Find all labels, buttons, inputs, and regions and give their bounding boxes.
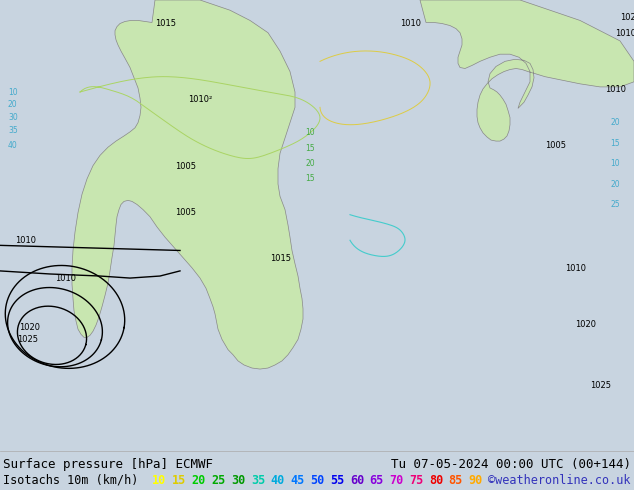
- Text: 15: 15: [305, 174, 315, 183]
- Text: 85: 85: [449, 474, 463, 487]
- Text: Isotachs 10m (km/h): Isotachs 10m (km/h): [3, 474, 146, 487]
- Text: 1010: 1010: [15, 236, 36, 245]
- Text: 20: 20: [8, 100, 18, 109]
- Text: 1025: 1025: [620, 13, 634, 23]
- Text: 60: 60: [350, 474, 364, 487]
- Text: 15: 15: [305, 144, 315, 153]
- Text: 1020: 1020: [575, 320, 596, 329]
- Text: 15: 15: [172, 474, 186, 487]
- Text: 1015: 1015: [155, 19, 176, 27]
- Text: 20: 20: [611, 118, 620, 127]
- Polygon shape: [72, 0, 303, 369]
- Text: 35: 35: [251, 474, 265, 487]
- Text: 75: 75: [409, 474, 424, 487]
- Text: 35: 35: [8, 126, 18, 135]
- Text: 1010: 1010: [400, 19, 421, 27]
- Text: 10: 10: [152, 474, 166, 487]
- Text: 1005: 1005: [175, 162, 196, 171]
- Text: 65: 65: [370, 474, 384, 487]
- Text: 1025: 1025: [18, 335, 39, 344]
- Text: 50: 50: [310, 474, 325, 487]
- Text: ©weatheronline.co.uk: ©weatheronline.co.uk: [488, 474, 631, 487]
- Text: 1010: 1010: [615, 29, 634, 38]
- Text: 1010: 1010: [565, 264, 586, 273]
- Text: 40: 40: [8, 141, 18, 149]
- Text: 30: 30: [8, 113, 18, 122]
- Text: 20: 20: [191, 474, 206, 487]
- Text: 30: 30: [231, 474, 245, 487]
- Text: 1010²: 1010²: [188, 95, 212, 104]
- Text: 25: 25: [611, 200, 620, 209]
- Polygon shape: [420, 0, 634, 141]
- Text: Tu 07-05-2024 00:00 UTC (00+144): Tu 07-05-2024 00:00 UTC (00+144): [391, 458, 631, 471]
- Text: 1010: 1010: [55, 274, 76, 283]
- Text: 10: 10: [305, 128, 315, 137]
- Text: 1020: 1020: [20, 322, 41, 332]
- Text: 20: 20: [305, 159, 315, 168]
- Text: Surface pressure [hPa] ECMWF: Surface pressure [hPa] ECMWF: [3, 458, 213, 471]
- Text: 1005: 1005: [545, 141, 566, 150]
- Text: 1015: 1015: [270, 254, 291, 263]
- Text: 45: 45: [290, 474, 305, 487]
- Text: 25: 25: [212, 474, 226, 487]
- Text: 20: 20: [611, 179, 620, 189]
- Text: 15: 15: [611, 139, 620, 147]
- Text: 10: 10: [8, 88, 18, 97]
- Text: 1005: 1005: [175, 208, 196, 217]
- Text: 1010: 1010: [605, 85, 626, 94]
- Text: 80: 80: [429, 474, 443, 487]
- Text: 10: 10: [611, 159, 620, 168]
- Text: 90: 90: [469, 474, 482, 487]
- Text: 1025: 1025: [590, 382, 611, 391]
- Text: 70: 70: [389, 474, 404, 487]
- Text: 40: 40: [271, 474, 285, 487]
- Text: 55: 55: [330, 474, 344, 487]
